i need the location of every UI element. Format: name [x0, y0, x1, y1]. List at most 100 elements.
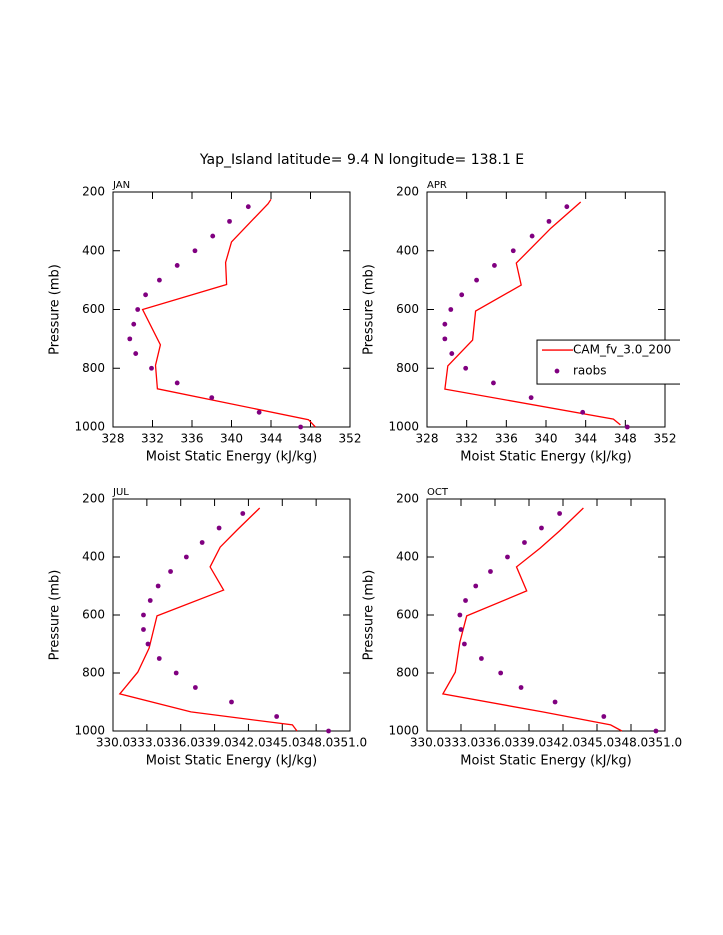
x-tick-label: 330.0	[410, 736, 444, 750]
plot-frame	[112, 191, 351, 428]
profile-point	[518, 685, 524, 690]
profile-line	[444, 201, 621, 426]
plot-frame	[426, 498, 666, 732]
profile-point	[155, 583, 161, 589]
profile-point	[546, 218, 552, 224]
profile-point	[528, 395, 534, 401]
panel-label: APR	[427, 180, 447, 191]
y-tick-label: 200	[396, 492, 419, 506]
profile-point	[492, 263, 497, 268]
x-tick-label: 351.0	[648, 736, 682, 750]
profile-point	[141, 612, 146, 618]
legend-label: raobs	[573, 364, 607, 378]
x-tick-label: 336	[495, 432, 518, 446]
x-tick-label: 352	[339, 432, 362, 446]
x-tick-label: 344	[260, 432, 283, 446]
profile-point	[442, 321, 448, 327]
x-tick-label: 344	[574, 432, 597, 446]
profile-point	[510, 248, 516, 254]
x-tick-label: 348.0	[614, 736, 648, 750]
profile-point	[557, 511, 562, 516]
profile-point	[174, 263, 180, 268]
y-tick-label: 400	[82, 243, 105, 257]
x-tick-label: 339.0	[197, 736, 231, 750]
profile-point	[240, 511, 246, 516]
y-tick-label: 400	[396, 550, 419, 564]
x-tick-label: 328	[416, 432, 439, 446]
x-tick-label: 333.0	[130, 736, 164, 750]
x-tick-label: 336	[181, 432, 204, 446]
profile-line	[441, 507, 623, 732]
y-tick-label: 200	[82, 492, 105, 506]
profile-point	[149, 365, 154, 371]
profile-point	[459, 292, 465, 298]
x-tick-label: 345.0	[580, 736, 614, 750]
profile-point	[174, 380, 180, 386]
y-tick-label: 1000	[74, 724, 105, 738]
y-tick-label: 200	[82, 185, 105, 199]
y-tick-label: 1000	[388, 420, 419, 434]
x-axis-label: Moist Static Energy (kJ/kg)	[460, 754, 631, 769]
profile-point	[245, 204, 251, 210]
y-tick-label: 1000	[74, 420, 105, 434]
y-axis-label: Pressure (mb)	[362, 570, 377, 661]
chart-title: Yap_Island latitude= 9.4 N longitude= 13…	[199, 152, 524, 168]
x-tick-label: 352	[654, 432, 677, 446]
x-axis-label: Moist Static Energy (kJ/kg)	[460, 450, 631, 465]
profile-point	[216, 525, 222, 531]
profile-point	[298, 424, 304, 430]
profile-point	[210, 233, 216, 239]
profile-point	[564, 204, 570, 210]
x-tick-label: 336.0	[164, 736, 198, 750]
profile-point	[552, 699, 558, 705]
x-tick-label: 328	[102, 432, 125, 446]
x-tick-label: 342.0	[231, 736, 265, 750]
x-tick-label: 332	[141, 432, 164, 446]
x-tick-label: 342.0	[546, 736, 580, 750]
profile-point	[141, 627, 146, 632]
profile-point	[143, 292, 148, 298]
profile-point	[192, 685, 198, 690]
x-tick-label: 348.0	[299, 736, 333, 750]
profile-point	[157, 277, 162, 283]
profile-point	[209, 395, 215, 401]
profile-point	[473, 583, 479, 589]
y-tick-label: 200	[396, 185, 419, 199]
panel-label: JUL	[112, 487, 129, 498]
profile-point	[457, 612, 463, 618]
x-tick-label: 340	[220, 432, 243, 446]
profile-point	[491, 380, 496, 386]
profile-point	[256, 409, 262, 415]
profile-point	[653, 728, 659, 734]
y-tick-label: 800	[396, 666, 419, 680]
panel: JUL 330.0 333.0 336.0 339.0 342.0 345.0 348.0 35…	[48, 487, 368, 769]
y-tick-label: 800	[396, 361, 419, 375]
y-tick-label: 600	[82, 608, 105, 622]
profile-point	[458, 627, 464, 632]
profile-point	[624, 424, 630, 430]
profile-point	[522, 540, 527, 545]
y-tick-label: 600	[82, 302, 105, 316]
profile-point	[474, 277, 479, 283]
profile-point	[498, 670, 504, 676]
y-tick-label: 600	[396, 608, 419, 622]
profile-point	[463, 365, 469, 371]
x-tick-label: 336.0	[478, 736, 512, 750]
profile-point	[227, 218, 232, 224]
y-tick-label: 400	[396, 243, 419, 257]
legend-box	[536, 339, 680, 385]
panel: JAN 328 332 336 340 344 348 352 200 400 600 800 1000…	[48, 180, 362, 465]
profile-point	[192, 248, 198, 254]
profile-point	[488, 569, 493, 574]
plot-frame	[112, 498, 351, 732]
panel-label: JAN	[112, 180, 130, 191]
profile-line	[118, 507, 298, 732]
x-axis-label: Moist Static Energy (kJ/kg)	[146, 754, 317, 769]
profile-point	[580, 409, 586, 415]
y-tick-label: 800	[82, 666, 105, 680]
y-tick-label: 600	[396, 302, 419, 316]
legend-label: CAM_fv_3.0_200	[573, 343, 671, 357]
profile-point	[442, 336, 448, 342]
